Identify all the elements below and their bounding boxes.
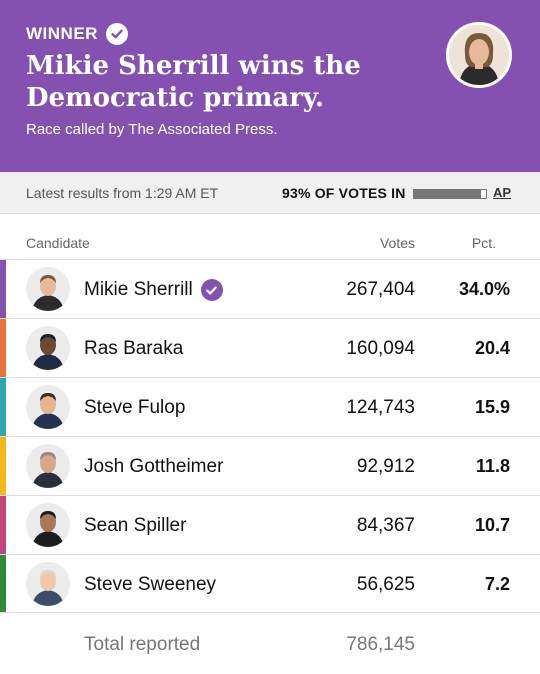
candidate-pct: 15.9: [474, 397, 510, 417]
candidate-photo: [26, 444, 70, 488]
winner-checkmark-icon: [200, 279, 223, 301]
latest-results-time: Latest results from 1:29 AM ET: [26, 185, 219, 201]
candidate-name-text: Mikie Sherrill: [84, 279, 193, 300]
candidate-pct: 11.8: [475, 456, 510, 476]
candidate-name-text: Steve Sweeney: [84, 574, 217, 595]
results-table-body: Mikie Sherrill 267,404 34.0% Ras Baraka …: [0, 259, 540, 613]
total-row: Total reported 786,145: [0, 618, 540, 674]
table-row: Sean Spiller 84,367 10.7: [0, 495, 540, 554]
candidate-pct: 10.7: [474, 515, 510, 535]
candidate-color-bar: [0, 496, 6, 554]
race-called-note: Race called by The Associated Press.: [26, 121, 278, 138]
votes-in-label: 93% OF VOTES IN: [282, 185, 406, 201]
candidate-photo: [26, 267, 70, 311]
candidate-color-bar: [0, 555, 6, 612]
candidate-name: Mikie Sherrill: [84, 279, 223, 301]
column-header-pct: Pct.: [471, 235, 496, 251]
headline: Mikie Sherrill wins the Democratic prima…: [26, 51, 361, 113]
candidate-pct: 20.4: [474, 338, 510, 358]
checkmark-icon: [105, 23, 128, 45]
table-row: Josh Gottheimer 92,912 11.8: [0, 436, 540, 495]
candidate-votes: 160,094: [346, 338, 415, 359]
ap-source-link[interactable]: AP: [493, 185, 512, 200]
candidate-name-text: Ras Baraka: [84, 338, 184, 359]
results-table-header: Candidate Votes Pct.: [0, 226, 540, 256]
candidate-photo: [26, 326, 70, 370]
candidate-photo: [26, 562, 70, 606]
candidate-name-text: Josh Gottheimer: [84, 456, 224, 477]
candidate-color-bar: [0, 437, 6, 495]
candidate-votes: 56,625: [356, 574, 415, 595]
total-votes: 786,145: [346, 634, 415, 655]
candidate-name: Ras Baraka: [84, 338, 183, 360]
column-header-candidate: Candidate: [26, 235, 90, 251]
candidate-name: Steve Fulop: [84, 397, 185, 419]
candidate-name: Sean Spiller: [84, 515, 186, 537]
candidate-votes: 92,912: [356, 456, 415, 477]
reporting-progress-fill: [414, 190, 481, 198]
winner-label: WINNER: [26, 24, 98, 43]
table-row: Steve Fulop 124,743 15.9: [0, 377, 540, 436]
candidate-photo: [26, 385, 70, 429]
table-row: Steve Sweeney 56,625 7.2: [0, 554, 540, 613]
winner-photo: [446, 22, 512, 88]
results-status-bar: Latest results from 1:29 AM ET 93% OF VO…: [0, 172, 540, 214]
reporting-progress-bar: [413, 189, 487, 199]
candidate-photo: [26, 503, 70, 547]
winner-banner: WINNER Mikie Sherrill wins the Democrati…: [0, 0, 540, 172]
candidate-name: Josh Gottheimer: [84, 456, 223, 478]
winner-row: WINNER: [26, 23, 128, 45]
candidate-votes: 124,743: [346, 397, 415, 418]
candidate-color-bar: [0, 260, 6, 318]
candidate-color-bar: [0, 378, 6, 436]
total-label: Total reported: [84, 634, 201, 655]
column-header-votes: Votes: [379, 235, 415, 251]
candidate-name: Steve Sweeney: [84, 574, 216, 596]
candidate-color-bar: [0, 319, 6, 377]
candidate-votes: 84,367: [356, 515, 415, 536]
table-row: Mikie Sherrill 267,404 34.0%: [0, 259, 540, 318]
table-row: Ras Baraka 160,094 20.4: [0, 318, 540, 377]
candidate-pct: 34.0%: [458, 279, 510, 299]
candidate-name-text: Sean Spiller: [84, 515, 187, 536]
candidate-votes: 267,404: [346, 279, 415, 300]
candidate-pct: 7.2: [484, 574, 510, 594]
candidate-name-text: Steve Fulop: [84, 397, 186, 418]
